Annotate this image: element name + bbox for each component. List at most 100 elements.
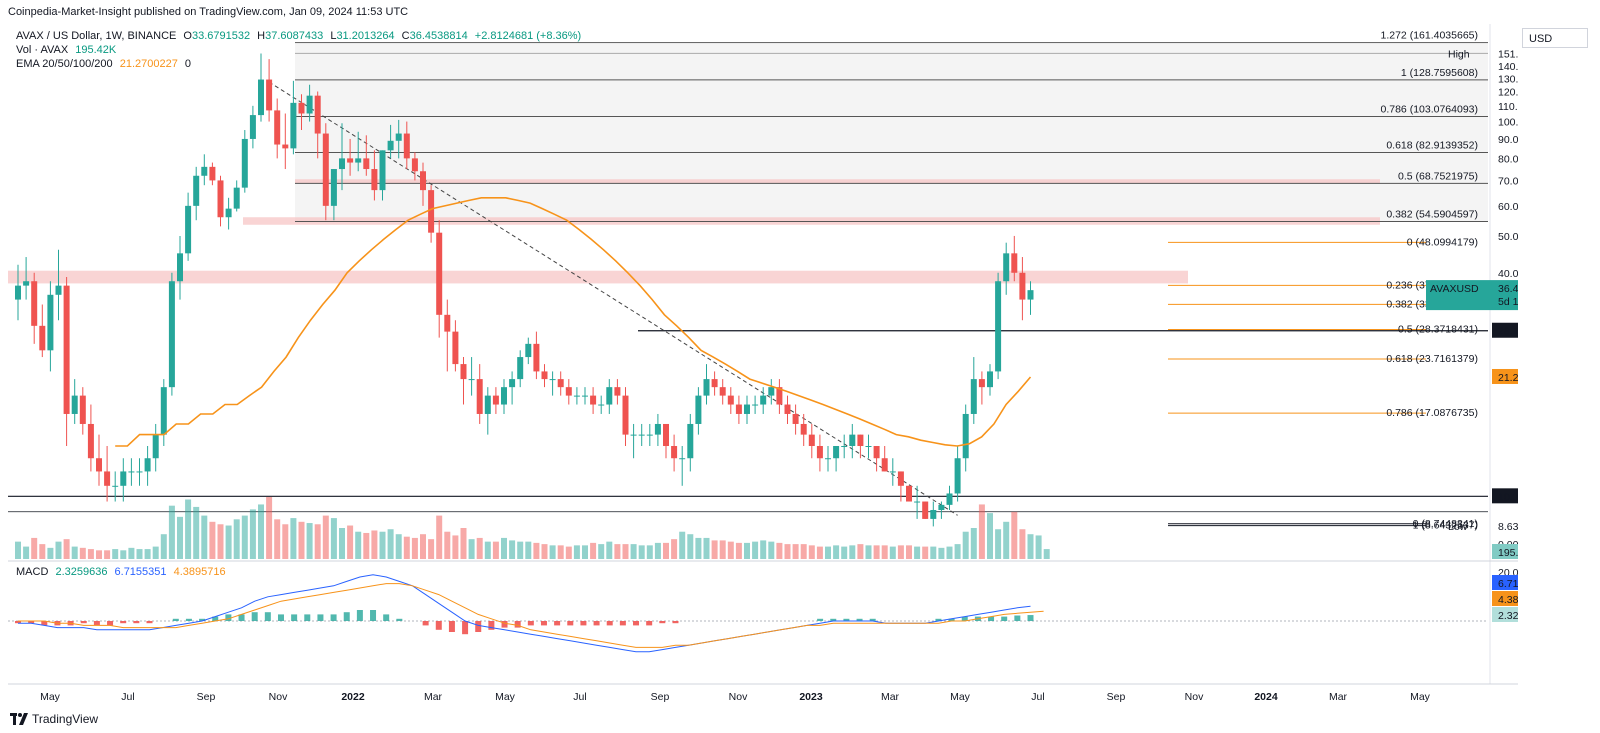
volume-bar [403, 536, 410, 559]
volume-bar [31, 537, 38, 559]
volume-bar [371, 530, 378, 559]
fib-label-small: 0.5 (28.3718431) [1398, 323, 1478, 335]
macd-hist-bar [554, 621, 561, 626]
x-axis-label: Mar [424, 691, 443, 703]
macd-hist-bar [80, 621, 87, 624]
macd-hist-bar [120, 621, 127, 624]
volume-bar [241, 515, 248, 559]
macd-hist-bar [212, 616, 219, 621]
macd-hist-bar [1001, 616, 1008, 621]
ema-tag-bg [1492, 368, 1518, 384]
candle-body [120, 471, 127, 486]
candle-body [87, 423, 94, 459]
volume-bar [914, 546, 921, 559]
candle-body [841, 446, 848, 448]
volume-bar [347, 525, 354, 559]
volume-bar [906, 545, 912, 559]
legend-volume-label: Vol · AVAX [16, 44, 69, 56]
chart-area[interactable]: 1.272 (161.4035665) 1 (128.7595608) 0.786 … [8, 24, 1518, 706]
tradingview-brand: TradingView [32, 712, 99, 726]
x-axis-label: May [495, 691, 516, 703]
volume-bar [1035, 535, 1042, 559]
volume-bar [290, 518, 297, 559]
x-axis-label: Mar [1329, 691, 1348, 703]
volume-bar [160, 534, 167, 559]
candle-body [582, 395, 588, 397]
legend-ema-row: EMA 20/50/100/200 21.2700227 0 [16, 58, 195, 70]
macd-hist-bar [422, 621, 429, 626]
candle-body [711, 379, 718, 388]
candle-body [225, 208, 232, 218]
volume-bar [816, 546, 823, 559]
candle-body [622, 395, 629, 435]
candle-body [760, 395, 767, 405]
currency-selector[interactable]: USD [1522, 28, 1588, 48]
candle-body [266, 79, 273, 111]
macd-hist-bar [948, 618, 955, 621]
x-axis-label: Jul [1031, 691, 1044, 703]
current-symbol: AVAXUSD [1430, 283, 1479, 295]
volume-bar [995, 529, 1002, 559]
macd-hist-bar [593, 621, 600, 626]
volume-bar [978, 504, 985, 559]
volume-tag: 195.42K [1498, 547, 1518, 559]
macd-hist-bar [869, 618, 876, 621]
volume-bar [355, 531, 362, 559]
volume-bar [1011, 511, 1018, 559]
price-chart[interactable]: 1.272 (161.4035665) 1 (128.7595608) 0.786 … [8, 24, 1518, 706]
candle-body [193, 175, 200, 206]
fib-label-big: 1.272 (161.4035665) [1381, 30, 1479, 42]
candle-body [128, 471, 135, 473]
candle-body [314, 95, 321, 134]
signal-tag: 4.3895716 [1498, 594, 1518, 606]
x-axis-label: Sep [1107, 691, 1126, 703]
candle-body [873, 446, 880, 459]
volume-bar [339, 528, 345, 559]
price-tick-label: 100.0000000 [1498, 117, 1518, 129]
volume-bar [784, 544, 791, 559]
candle-body [533, 343, 540, 372]
candle-body [330, 169, 337, 206]
volume-bar [735, 542, 742, 559]
level-28-tag-bg [1492, 322, 1518, 338]
volume-bar [128, 547, 135, 559]
volume-bar [533, 542, 540, 559]
volume-bar [833, 545, 840, 559]
volume-bar [889, 546, 896, 559]
candle-body [687, 423, 694, 459]
candle-body [638, 434, 645, 436]
candle-body [808, 434, 815, 447]
volume-bar [792, 544, 799, 559]
resistance-zone-70 [295, 179, 1380, 184]
volume-bar [71, 546, 78, 559]
candle-body [31, 281, 38, 326]
volume-bar [744, 542, 750, 559]
candle-body [849, 434, 856, 447]
candle-body [768, 387, 775, 396]
volume-bar [225, 525, 232, 559]
volume-bar [233, 519, 240, 559]
price-tick-label: 90.0000000 [1498, 134, 1518, 146]
volume-bar [298, 521, 305, 559]
macd-hist-bar [633, 621, 640, 626]
volume-bar [614, 544, 621, 559]
x-axis-label: Jul [573, 691, 586, 703]
macd-tag-bg [1492, 575, 1518, 590]
volume-bar [79, 547, 86, 559]
candle-body [938, 504, 945, 510]
macd-hist-bar [1014, 615, 1021, 621]
fib-label-small: 1 (8.6432537) [1413, 520, 1478, 532]
macd-hist-bar [961, 616, 968, 621]
candle-body [606, 387, 613, 405]
volume-bar [525, 541, 532, 559]
macd-tag: 6.7155351 [1498, 578, 1518, 590]
macd-hist-bar [291, 614, 298, 621]
price-tick-label: 140.0000000 [1498, 61, 1518, 73]
macd-hist-bar [435, 621, 442, 630]
macd-hist-bar [988, 616, 995, 621]
volume-bar [776, 542, 783, 559]
volume-bar [476, 537, 483, 559]
fib-label-big: 0.786 (103.0764093) [1381, 104, 1479, 116]
macd-hist-bar [370, 610, 377, 621]
candle-body [978, 379, 985, 388]
